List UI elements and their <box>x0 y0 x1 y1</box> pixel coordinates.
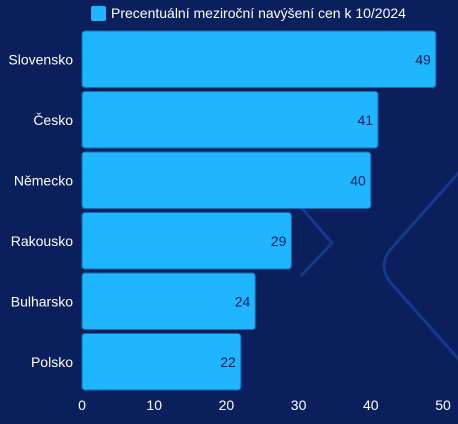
bar-slovensko <box>81 30 437 88</box>
legend-swatch <box>91 5 106 21</box>
x-tick-label: 30 <box>291 397 307 413</box>
decor-diamond-small <box>299 206 335 278</box>
bar-polsko <box>81 333 242 391</box>
value-label-česko: 41 <box>357 112 373 128</box>
x-tick-label: 10 <box>146 397 162 413</box>
x-tick-label: 40 <box>363 397 379 413</box>
value-label-slovensko: 49 <box>415 51 431 67</box>
category-label-rakousko: Rakousko <box>11 233 73 249</box>
category-label-německo: Německo <box>14 172 73 188</box>
x-tick-label: 20 <box>219 397 235 413</box>
value-label-rakousko: 29 <box>271 233 287 249</box>
category-label-bulharsko: Bulharsko <box>11 293 73 309</box>
value-label-polsko: 22 <box>220 354 236 370</box>
legend: Precentuální meziroční navýšení cen k 10… <box>91 5 406 21</box>
x-tick-label: 50 <box>435 397 451 413</box>
bar-česko <box>81 91 379 149</box>
bars-group: 49 41 40 29 24 22 <box>81 30 437 391</box>
bar-německo <box>81 151 372 209</box>
value-label-bulharsko: 24 <box>235 293 251 309</box>
value-label-německo: 40 <box>350 172 366 188</box>
legend-label: Precentuální meziroční navýšení cen k 10… <box>111 5 406 21</box>
x-tick-label: 0 <box>78 397 86 413</box>
background-decoration <box>299 171 458 361</box>
category-label-polsko: Polsko <box>31 354 73 370</box>
x-axis-ticks: 0 10 20 30 40 50 <box>78 397 451 413</box>
category-label-slovensko: Slovensko <box>8 51 73 67</box>
category-labels: Slovensko Česko Německo Rakousko Bulharsko Po… <box>8 51 73 370</box>
bar-bulharsko <box>81 272 256 330</box>
decor-diamond-large <box>382 171 458 361</box>
bar-rakousko <box>81 212 292 270</box>
category-label-česko: Česko <box>33 112 73 128</box>
